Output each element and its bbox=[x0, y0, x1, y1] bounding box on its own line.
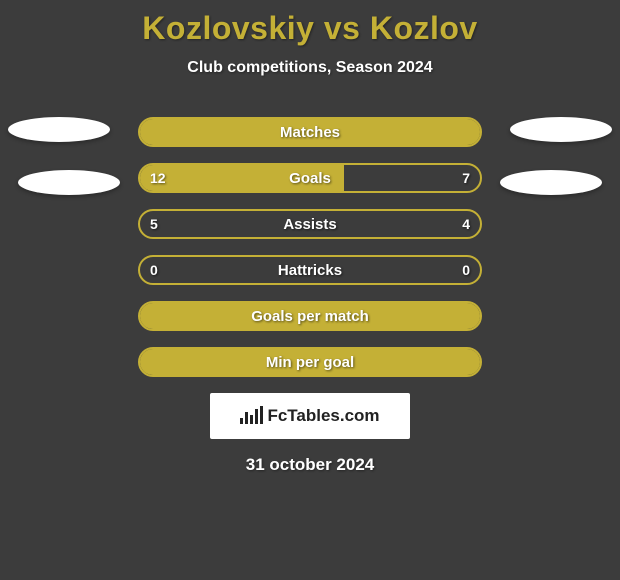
avatar-left-primary bbox=[8, 117, 110, 142]
avatar-right-secondary bbox=[500, 170, 602, 195]
avatar-left-secondary bbox=[18, 170, 120, 195]
bar-fill-left bbox=[140, 119, 480, 145]
subtitle: Club competitions, Season 2024 bbox=[0, 59, 620, 77]
bar-value-right: 7 bbox=[462, 165, 470, 191]
bar-row: 0 0Hattricks bbox=[138, 255, 482, 285]
bar-value-left: 5 bbox=[150, 211, 158, 237]
logo-box: FcTables.com bbox=[210, 393, 410, 439]
bar-row: Matches bbox=[138, 117, 482, 147]
page-title: Kozlovskiy vs Kozlov bbox=[0, 0, 620, 47]
bar-row: 5 4Assists bbox=[138, 209, 482, 239]
avatar-right-primary bbox=[510, 117, 612, 142]
bar-value-left: 0 bbox=[150, 257, 158, 283]
bar-row: Goals per match bbox=[138, 301, 482, 331]
bar-label: Hattricks bbox=[140, 257, 480, 283]
bar-fill-right bbox=[140, 349, 480, 375]
bar-row: 127Goals bbox=[138, 163, 482, 193]
bar-fill-left bbox=[140, 303, 480, 329]
bar-chart-icon bbox=[240, 407, 263, 425]
bar-label: Assists bbox=[140, 211, 480, 237]
comparison-chart: Matches 127Goals 5 4Assists 0 0Hattricks Goals… bbox=[0, 117, 620, 377]
bar-row: Min per goal bbox=[138, 347, 482, 377]
logo-text: FcTables.com bbox=[267, 406, 379, 426]
bar-value-right: 4 bbox=[462, 211, 470, 237]
bar-fill-left bbox=[140, 165, 344, 191]
bars-container: Matches 127Goals 5 4Assists 0 0Hattricks Goals… bbox=[138, 117, 482, 377]
bar-value-right: 0 bbox=[462, 257, 470, 283]
date-label: 31 october 2024 bbox=[0, 455, 620, 475]
